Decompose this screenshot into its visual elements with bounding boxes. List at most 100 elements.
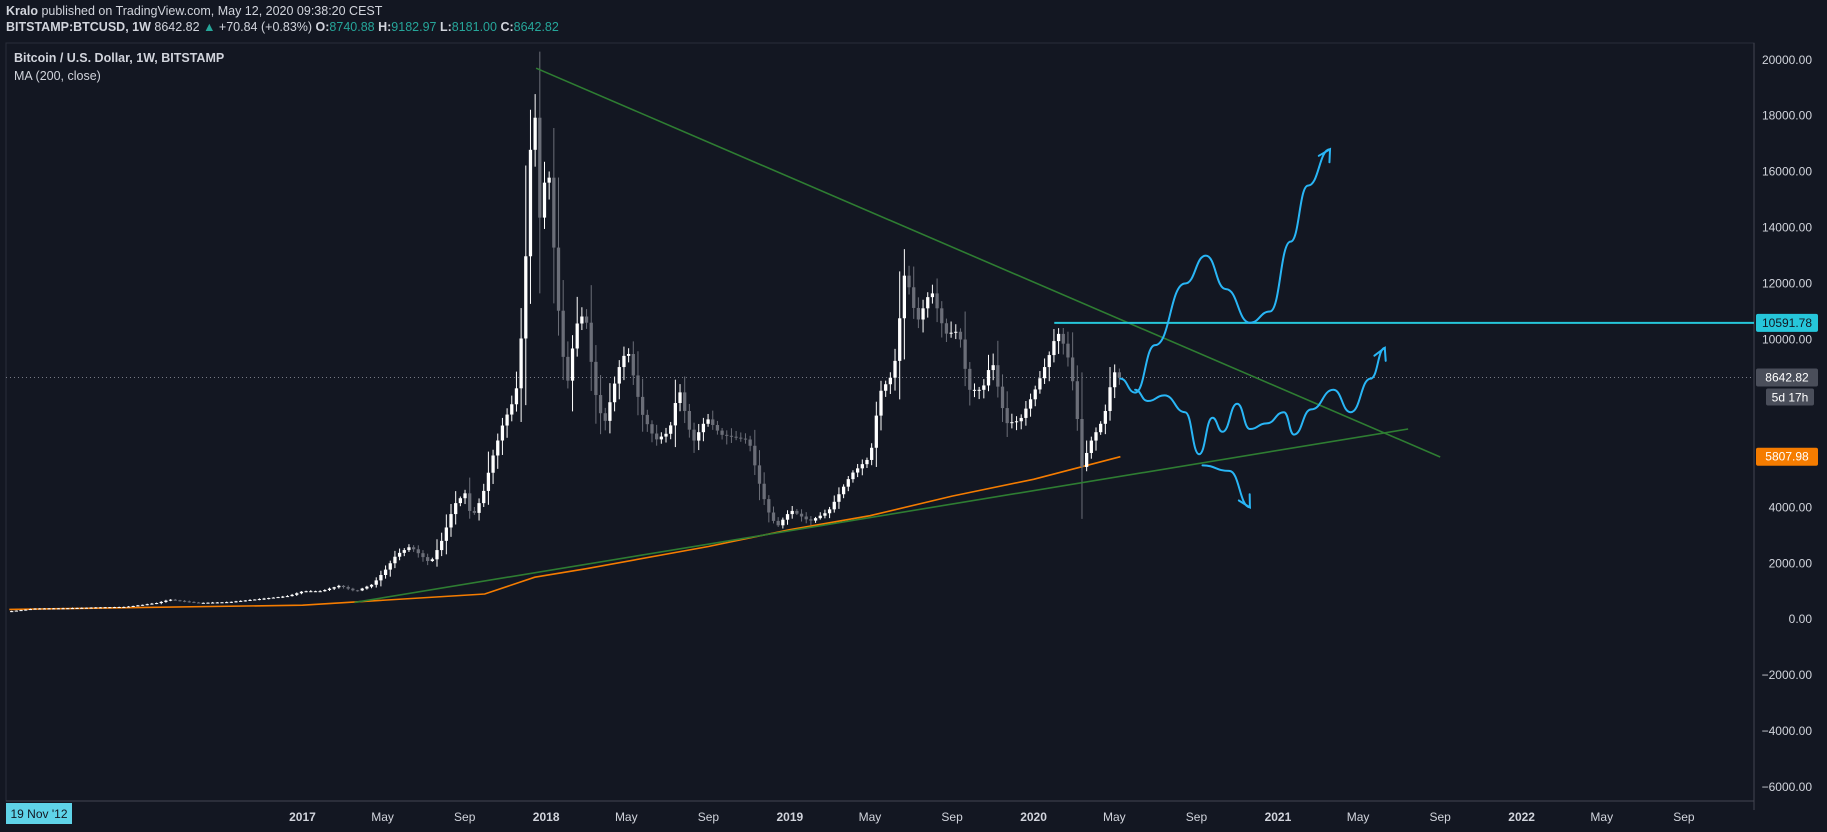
descending-resistance-trendline[interactable] <box>535 67 1441 458</box>
candle-body <box>341 585 346 588</box>
close-value: 8642.82 <box>513 20 559 34</box>
candle-body <box>327 588 332 591</box>
candle-body <box>416 549 420 554</box>
candle-body <box>935 293 939 309</box>
y-tick-label: 10000.00 <box>1762 332 1812 346</box>
candle-body <box>589 322 593 362</box>
candle-body <box>823 513 827 516</box>
candle-body <box>84 607 89 609</box>
candle-body <box>977 389 981 391</box>
candle-body <box>622 355 626 368</box>
x-tick-label: May <box>371 810 394 824</box>
x-tick-label: Sep <box>454 810 476 824</box>
ascending-support-trendline[interactable] <box>354 428 1409 604</box>
ma-200-line <box>9 455 1121 611</box>
candle-body <box>598 395 603 414</box>
publish-info: Kralo published on TradingView.com, May … <box>6 4 382 18</box>
candle-body <box>870 447 874 460</box>
candle-body <box>267 598 271 600</box>
candle-body <box>168 599 173 601</box>
candle-body <box>566 356 570 381</box>
x-tick-label: Sep <box>698 810 720 824</box>
candle-body <box>164 600 168 602</box>
scenario-arrowhead-1 <box>1317 147 1332 164</box>
candle-body <box>650 424 654 434</box>
candle-body <box>411 547 416 550</box>
candle-body <box>888 377 892 385</box>
candle-body <box>477 503 481 513</box>
author-name[interactable]: Kralo <box>6 4 38 18</box>
published-text: published on TradingView.com, May 12, 20… <box>41 4 383 18</box>
last-price-tag-label: 8642.82 <box>1765 370 1809 384</box>
candle-body <box>767 499 771 513</box>
candle-body <box>482 490 486 504</box>
candle-body <box>986 370 991 386</box>
candle-body <box>809 519 813 521</box>
scenario-path-2[interactable] <box>1134 346 1386 456</box>
candle-body <box>458 498 462 504</box>
candle-body <box>285 596 290 598</box>
candle-body <box>991 365 995 371</box>
chart-legend-title: Bitcoin / U.S. Dollar, 1W, BITSTAMP <box>14 51 224 65</box>
candle-body <box>538 117 542 218</box>
candle-body <box>781 519 785 526</box>
candle-body <box>463 493 467 499</box>
candle-body <box>257 599 262 601</box>
y-tick-label: −2000.00 <box>1762 668 1813 682</box>
y-tick-label: 18000.00 <box>1762 109 1812 123</box>
scenario-drawings-layer[interactable] <box>1119 147 1387 510</box>
y-tick-label: −6000.00 <box>1762 780 1813 794</box>
start-date-tag <box>6 803 72 824</box>
candle-body <box>271 597 276 599</box>
candle-body <box>70 608 75 610</box>
candle-body <box>1099 423 1103 433</box>
candle-body <box>98 607 103 609</box>
x-tick-label: 2018 <box>533 810 560 824</box>
candle-body <box>313 591 318 593</box>
candle-body <box>229 601 233 603</box>
candle-body <box>491 455 495 473</box>
price-axis[interactable]: 20000.00 18000.00 16000.00 14000.00 12000.00… <box>1762 53 1813 794</box>
candle-body <box>440 540 444 551</box>
countdown-label: 5d 17h <box>1772 390 1809 404</box>
trendline-layer[interactable] <box>354 67 1754 604</box>
candle-body <box>112 607 117 609</box>
candle-body <box>444 527 448 541</box>
candle-body <box>131 605 135 607</box>
candle-body <box>645 414 649 425</box>
ma-legend-label: MA (200, close) <box>14 69 101 83</box>
candle-body <box>832 501 836 510</box>
candle-body <box>837 494 841 502</box>
candle-body <box>196 602 201 604</box>
candle-body <box>1061 333 1065 344</box>
candle-body <box>874 415 878 448</box>
ma-layer <box>6 376 1754 611</box>
scenario-path-3[interactable] <box>1201 464 1251 509</box>
candle-body <box>19 610 23 612</box>
candle-body <box>421 553 425 558</box>
time-axis[interactable]: 2017 May Sep 2018 May Sep 2019 May Sep 2020 May Sep… <box>6 803 1695 824</box>
scenario-arrowhead-2 <box>1373 345 1387 362</box>
candle-body <box>678 392 682 404</box>
candle-body <box>1010 422 1014 424</box>
candle-body <box>182 600 187 602</box>
scenario-path-1[interactable] <box>1119 148 1331 394</box>
candle-body <box>715 424 720 431</box>
candle-body <box>309 591 313 593</box>
candle-body <box>187 601 191 603</box>
candle-body <box>697 432 701 441</box>
candle-body <box>958 331 963 340</box>
candle-body <box>818 515 822 519</box>
candle-body <box>912 287 916 308</box>
candle-body <box>683 392 687 412</box>
price-tags-layer: 10591.78 8642.82 5d 17h 5807.98 <box>1756 313 1818 466</box>
candle-body <box>608 402 612 421</box>
candle-body <box>220 602 224 604</box>
candle-body <box>243 600 248 602</box>
high-label: H: <box>378 20 392 34</box>
candle-body <box>1024 408 1028 418</box>
candle-body <box>827 509 832 514</box>
candle-body <box>201 602 205 604</box>
candle-body <box>982 385 986 390</box>
